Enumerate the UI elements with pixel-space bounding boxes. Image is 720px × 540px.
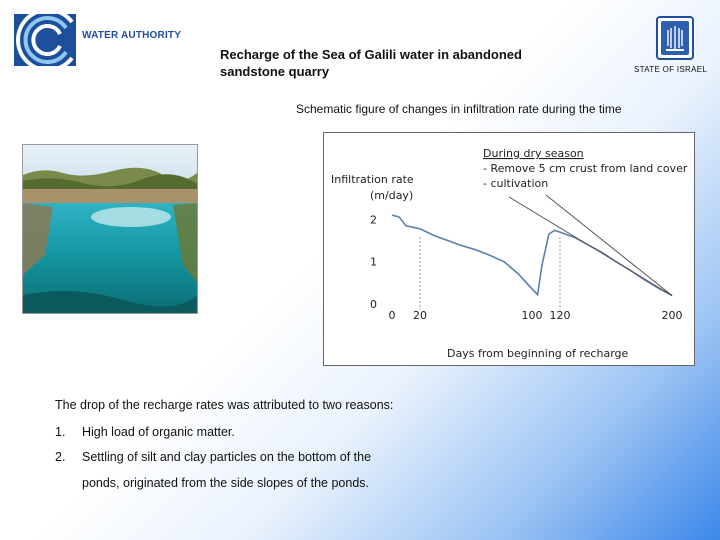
x-tick-label: 20	[413, 309, 427, 322]
list-item-2-line-1: Settling of silt and clay particles on t…	[82, 450, 372, 464]
annotation-line-2: - cultivation	[483, 177, 548, 190]
series-line	[391, 214, 673, 297]
annotation-title: During dry season	[483, 147, 584, 160]
quarry-lake-photo	[22, 144, 198, 314]
annotation-line-1: - Remove 5 cm crust from land cover	[483, 162, 688, 175]
x-axis-label: Days from beginning of recharge	[447, 347, 629, 360]
annotation-arrow	[508, 196, 673, 296]
x-tick-label: 100	[522, 309, 543, 322]
title-line-1: Recharge of the Sea of Galili water in a…	[220, 47, 522, 62]
x-tick-label: 200	[662, 309, 683, 322]
y-tick-label: 1	[370, 256, 377, 269]
infiltration-rate-chart: Infiltration rate (m/day) During dry sea…	[323, 132, 695, 366]
state-label: STATE OF ISRAEL	[634, 65, 708, 74]
list-item-2-line-2: ponds, originated from the side slopes o…	[82, 476, 369, 490]
water-authority-logo: WATER AUTHORITY	[14, 14, 194, 66]
y-tick-label: 0	[370, 298, 377, 311]
y-axis-label-line1: Infiltration rate	[331, 173, 414, 186]
logo-mark	[14, 14, 76, 66]
page-title: Recharge of the Sea of Galili water in a…	[220, 46, 580, 80]
list-item-1: High load of organic matter.	[82, 425, 235, 439]
logo-text: WATER AUTHORITY	[82, 30, 182, 41]
x-tick-label: 0	[389, 309, 396, 322]
x-tick-label: 120	[550, 309, 571, 322]
list-number-1: 1.	[55, 425, 66, 439]
title-line-2: sandstone quarry	[220, 64, 330, 79]
annotation-arrow	[545, 194, 673, 296]
y-axis-label-line2: (m/day)	[370, 189, 413, 202]
figure-subtitle: Schematic figure of changes in infiltrat…	[296, 102, 622, 116]
state-emblem-icon	[656, 16, 694, 60]
intro-text: The drop of the recharge rates was attri…	[55, 398, 394, 412]
list-number-2: 2.	[55, 450, 66, 464]
y-tick-label: 2	[370, 213, 377, 226]
